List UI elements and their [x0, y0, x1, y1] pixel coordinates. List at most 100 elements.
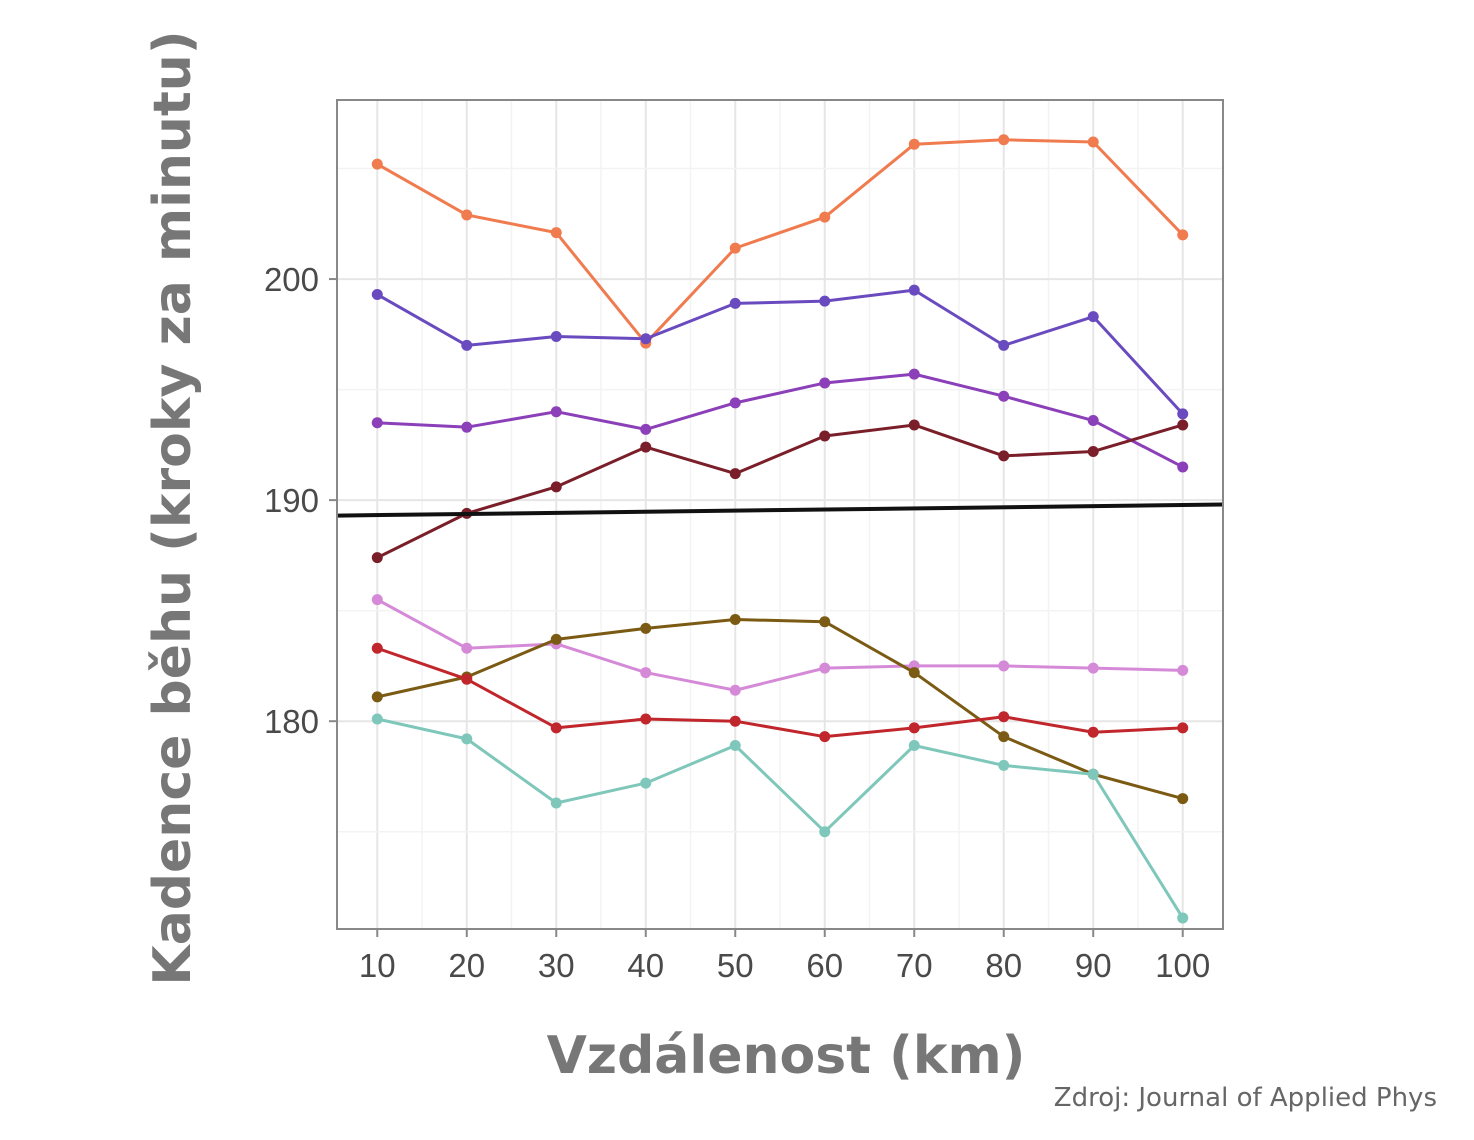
- data-point-blue-violet: [1177, 408, 1189, 420]
- data-point-blue-violet: [1087, 311, 1099, 323]
- data-point-dark-red: [1177, 419, 1189, 431]
- x-axis-title: Vzdálenost (km): [547, 1026, 1026, 1086]
- data-point-dark-red: [729, 468, 741, 480]
- series-orange: [371, 134, 1189, 349]
- data-point-teal: [998, 759, 1010, 771]
- data-point-purple: [1177, 461, 1189, 473]
- data-point-olive-brown: [640, 622, 652, 634]
- data-point-purple: [1087, 415, 1099, 427]
- x-tick-label: 80: [985, 947, 1022, 984]
- data-point-blue-violet: [371, 289, 383, 301]
- x-tick-label: 10: [359, 947, 396, 984]
- data-point-orange: [998, 134, 1010, 146]
- data-point-red: [729, 715, 741, 727]
- y-axis-title: Kadence běhu (kroky za minutu): [143, 30, 203, 985]
- data-point-blue-violet: [998, 339, 1010, 351]
- series-line-olive-brown: [376, 618, 1184, 801]
- data-point-blue-violet: [640, 333, 652, 345]
- x-tick-label: 40: [627, 947, 664, 984]
- data-point-pink: [371, 594, 383, 606]
- data-point-pink: [998, 660, 1010, 672]
- series-dark-red: [371, 419, 1189, 564]
- data-point-teal: [550, 797, 562, 809]
- data-point-teal: [1177, 912, 1189, 924]
- x-tick-label: 30: [538, 947, 575, 984]
- x-tick-label: 90: [1075, 947, 1112, 984]
- x-tick-label: 20: [448, 947, 485, 984]
- data-point-red: [461, 673, 473, 685]
- data-point-olive-brown: [1177, 793, 1189, 805]
- data-point-olive-brown: [908, 667, 920, 679]
- data-point-pink: [461, 642, 473, 654]
- data-point-dark-red: [550, 481, 562, 493]
- data-point-purple: [819, 377, 831, 389]
- trend-line: [336, 502, 1224, 518]
- y-tick-label: 200: [264, 261, 319, 298]
- data-point-orange: [908, 138, 920, 150]
- data-point-purple: [729, 397, 741, 409]
- plot-frame: [336, 99, 1224, 930]
- data-point-blue-violet: [550, 331, 562, 343]
- data-point-orange: [819, 211, 831, 223]
- x-tick-label: 100: [1155, 947, 1210, 984]
- axis-layer: 10 20 30 40 50 60 70 80 90 100 180 190 200: [264, 261, 1210, 984]
- data-point-blue-violet: [819, 295, 831, 307]
- data-point-pink: [729, 684, 741, 696]
- series-layer: [336, 134, 1224, 924]
- data-point-red: [1177, 722, 1189, 734]
- data-point-pink: [1177, 664, 1189, 676]
- data-point-dark-red: [640, 441, 652, 453]
- series-blue-violet: [371, 284, 1189, 420]
- series-pink: [371, 594, 1189, 696]
- data-point-red: [908, 722, 920, 734]
- data-point-dark-red: [819, 430, 831, 442]
- series-line-orange: [376, 138, 1184, 345]
- data-point-teal: [819, 826, 831, 838]
- data-point-red: [550, 722, 562, 734]
- grid-layer: [337, 100, 1223, 929]
- series-line-dark-red: [376, 423, 1184, 559]
- series-line-pink: [376, 598, 1183, 692]
- data-point-olive-brown: [819, 616, 831, 628]
- data-point-purple: [640, 423, 652, 435]
- data-point-orange: [1087, 136, 1099, 148]
- data-point-red: [998, 711, 1010, 723]
- data-point-pink: [819, 662, 831, 674]
- data-point-dark-red: [998, 450, 1010, 462]
- data-point-teal: [640, 777, 652, 789]
- data-point-teal: [729, 740, 741, 752]
- series-line-purple: [377, 372, 1184, 469]
- data-point-purple: [371, 417, 383, 429]
- data-point-blue-violet: [908, 284, 920, 296]
- data-point-blue-violet: [461, 339, 473, 351]
- source-label: Zdroj: Journal of Applied Phys: [1054, 1083, 1437, 1113]
- series-line-blue-violet: [376, 288, 1184, 415]
- data-point-dark-red: [908, 419, 920, 431]
- data-point-orange: [461, 209, 473, 221]
- data-point-dark-red: [371, 552, 383, 564]
- data-point-teal: [461, 733, 473, 745]
- data-point-teal: [371, 713, 383, 725]
- data-point-teal: [908, 740, 920, 752]
- y-tick-label: 190: [264, 482, 319, 519]
- data-point-teal: [1087, 768, 1099, 780]
- data-point-pink: [1087, 662, 1099, 674]
- y-tick-label: 180: [264, 703, 319, 740]
- data-point-blue-violet: [729, 297, 741, 309]
- series-purple: [371, 368, 1189, 473]
- data-point-purple: [550, 406, 562, 418]
- series-line-red: [376, 646, 1183, 739]
- data-point-olive-brown: [729, 614, 741, 626]
- data-point-orange: [371, 158, 383, 170]
- data-point-dark-red: [1087, 445, 1099, 457]
- data-point-orange: [1177, 229, 1189, 241]
- x-tick-label: 60: [806, 947, 843, 984]
- data-point-purple: [998, 390, 1010, 402]
- series-line-teal: [376, 717, 1185, 919]
- data-point-red: [819, 731, 831, 743]
- data-point-red: [640, 713, 652, 725]
- data-point-red: [1087, 726, 1099, 738]
- data-point-olive-brown: [550, 633, 562, 645]
- data-point-purple: [908, 368, 920, 380]
